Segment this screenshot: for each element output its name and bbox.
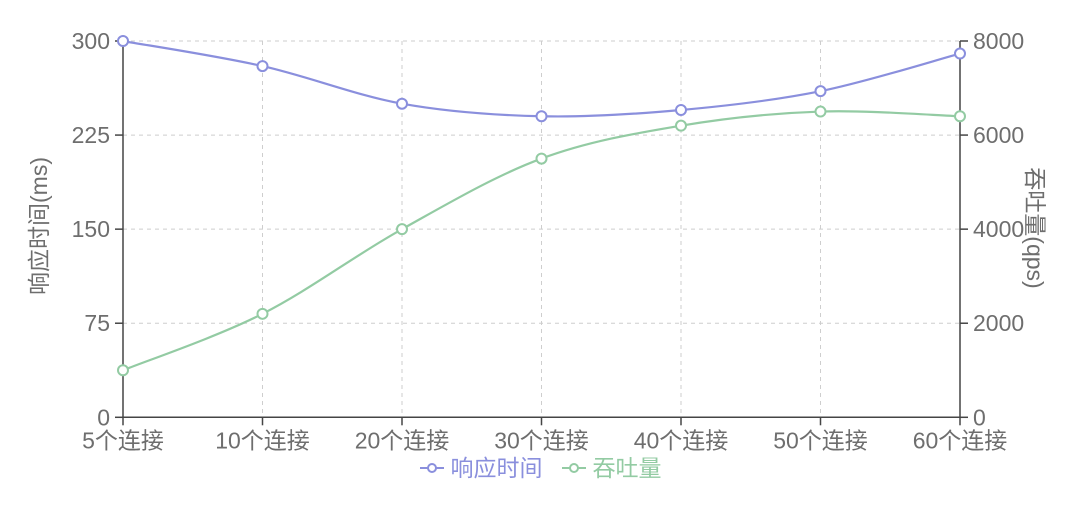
line-series-marker-icon	[561, 463, 586, 473]
x-axis-category-label: 60个连接	[913, 427, 1008, 453]
data-point-marker[interactable]	[117, 364, 129, 377]
data-point-marker[interactable]	[954, 47, 966, 60]
data-point-marker[interactable]	[675, 119, 687, 132]
left-axis-tick-label: 0	[97, 404, 110, 430]
data-point-marker[interactable]	[814, 105, 827, 118]
right-axis-tick-label: 4000	[973, 216, 1024, 242]
right-axis-tick-label: 8000	[973, 28, 1024, 54]
left-axis-tick-label: 225	[72, 122, 110, 148]
data-point-marker[interactable]	[535, 110, 548, 123]
legend-label-response-time: 响应时间	[450, 454, 543, 481]
left-axis-tick-label: 75	[84, 310, 110, 336]
left-axis-tick-label: 150	[72, 216, 110, 242]
data-point-marker[interactable]	[256, 60, 269, 73]
x-axis-category-label: 10个连接	[215, 427, 310, 453]
legend-label-throughput: 吞吐量	[592, 454, 662, 481]
legend: 响应时间 吞吐量	[0, 452, 1080, 484]
x-axis-category-label: 40个连接	[634, 427, 729, 453]
data-point-marker[interactable]	[256, 307, 269, 320]
data-point-marker[interactable]	[954, 110, 966, 123]
right-axis-tick-label: 0	[973, 404, 986, 430]
x-axis-category-label: 30个连接	[494, 427, 589, 453]
right-axis-tick-label: 6000	[973, 122, 1024, 148]
x-axis-category-label: 20个连接	[355, 427, 450, 453]
data-point-marker[interactable]	[117, 35, 129, 47]
right-axis-tick-label: 2000	[973, 310, 1024, 336]
x-axis-category-label: 5个连接	[82, 427, 164, 453]
legend-item-throughput[interactable]: 吞吐量	[561, 454, 662, 481]
data-point-marker[interactable]	[535, 152, 548, 165]
line-series-marker-icon	[419, 463, 444, 473]
left-axis-tick-label: 300	[72, 28, 110, 54]
legend-item-response-time[interactable]: 响应时间	[419, 454, 543, 481]
data-point-marker[interactable]	[675, 103, 687, 116]
data-point-marker[interactable]	[396, 223, 408, 236]
data-point-marker[interactable]	[814, 85, 827, 98]
x-axis-category-label: 50个连接	[773, 427, 868, 453]
data-point-marker[interactable]	[396, 97, 408, 110]
